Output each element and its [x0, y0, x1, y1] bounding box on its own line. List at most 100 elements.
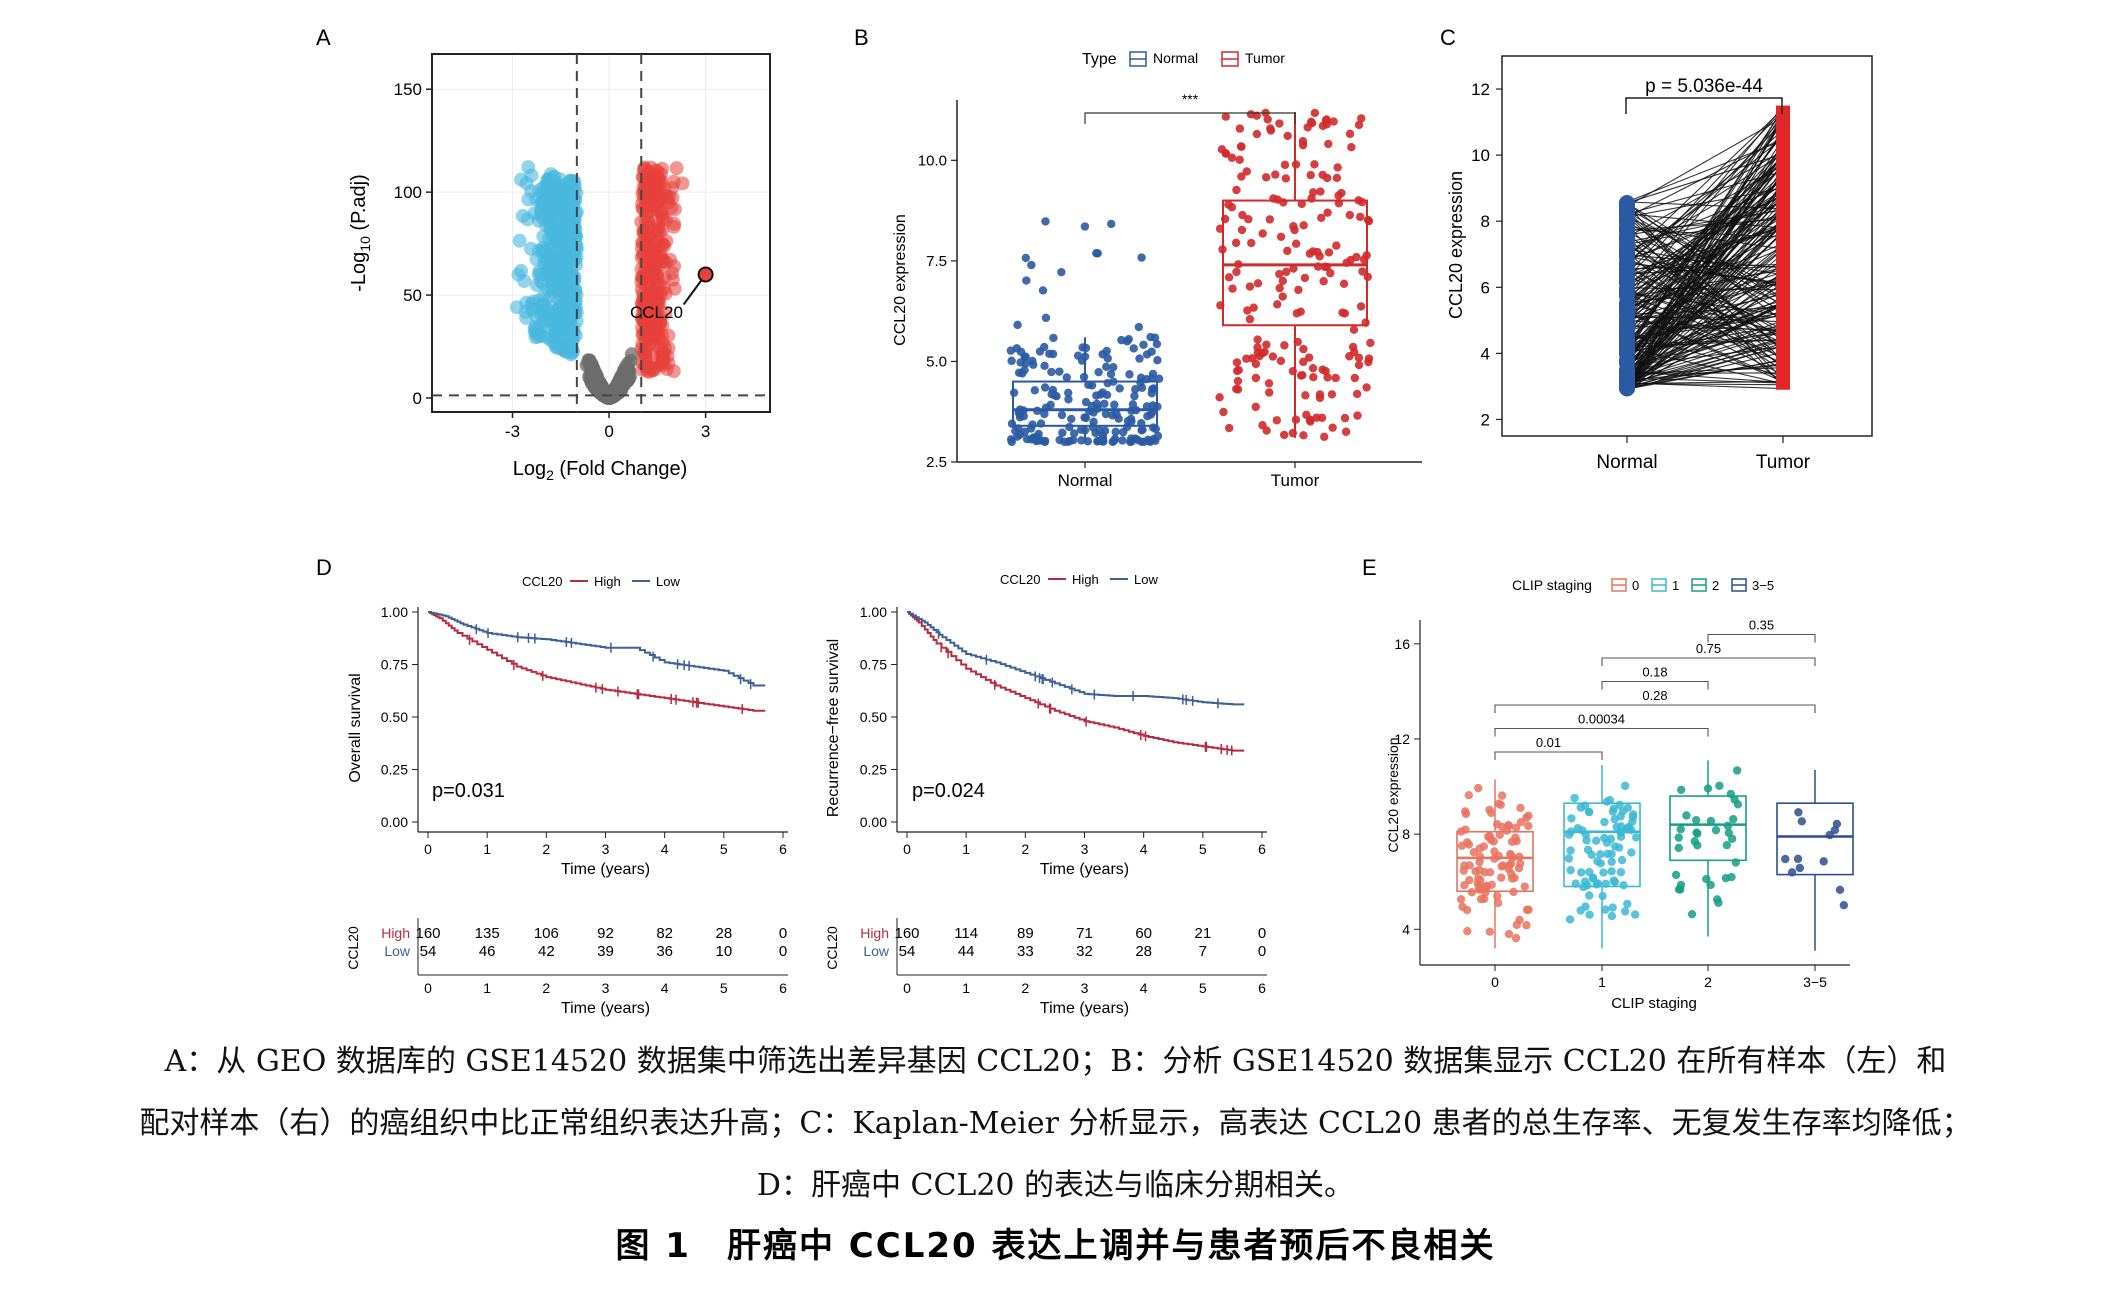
boxplot-point [1275, 269, 1284, 279]
clip-point [1797, 817, 1807, 826]
clip-point [1511, 933, 1521, 943]
boxplot-point [1354, 353, 1364, 362]
volcano-point-down [519, 176, 534, 191]
paired-point-normal [1619, 206, 1635, 223]
volcano-xtick-label: -3 [505, 422, 520, 441]
boxplot-point [1247, 238, 1256, 248]
boxplot-point [1238, 210, 1247, 220]
boxplot-point [1129, 344, 1138, 353]
boxplot-point [1319, 277, 1328, 286]
paired-line [1626, 142, 1784, 390]
figure-title: 图 1 肝癌中 CCL20 表达上调并与患者预后不良相关 [615, 1226, 1496, 1266]
clip-point [1674, 843, 1683, 853]
boxplot-point [1237, 172, 1246, 181]
paired-line [1626, 290, 1784, 365]
boxplot-point [1125, 370, 1134, 379]
paired-line [1626, 108, 1784, 259]
boxplot-ytick-label: 7.5 [926, 253, 947, 270]
clip-point [1596, 859, 1605, 868]
legend-type: Type Normal Tumor [1082, 50, 1285, 68]
km-ytick-label: 0.00 [860, 814, 887, 830]
volcano-point-down [564, 262, 579, 277]
boxplot-point [1232, 267, 1241, 277]
boxplot-point [1098, 437, 1107, 446]
clip-point [1576, 803, 1586, 812]
boxplot-point [1067, 414, 1076, 424]
clip-point [1615, 800, 1624, 809]
risk-count-low: 54 [420, 943, 437, 960]
clip-point [1510, 873, 1519, 883]
paired-line [1626, 156, 1784, 300]
boxplot-point [1091, 428, 1100, 438]
risk-xtick-label: 5 [1199, 980, 1207, 996]
clip-point [1493, 891, 1502, 901]
boxplot-point [1246, 110, 1256, 119]
volcano-point-down [534, 329, 549, 344]
paired-point-normal [1619, 370, 1635, 387]
clip-comparison-pvalue: 0.01 [1536, 735, 1561, 750]
boxplot-point [1092, 399, 1102, 409]
volcano-point-up [652, 177, 667, 192]
clip-point [1627, 848, 1636, 857]
boxplot-point [1103, 378, 1112, 388]
paired-line [1626, 269, 1784, 298]
boxplot-point [1296, 371, 1306, 380]
clip-box [1669, 795, 1747, 862]
boxplot-point [1306, 417, 1315, 426]
clip-comparison-bracket [1601, 680, 1709, 690]
boxplot-point [1244, 215, 1253, 224]
clip-legend-label: 2 [1712, 578, 1719, 593]
clip-point [1564, 830, 1574, 839]
volcano-point-down [543, 183, 558, 198]
boxplot-point [1251, 373, 1261, 383]
caption-line-1: A：从 GEO 数据库的 GSE14520 数据集中筛选出差异基因 CCL20；… [164, 1044, 1947, 1079]
risk-count-high: 106 [534, 925, 559, 942]
clip-point [1687, 909, 1697, 919]
volcano-gene-label: CCL20 [630, 303, 683, 322]
volcano-point-up [635, 355, 650, 370]
paired-xtick-label: Tumor [1756, 452, 1811, 473]
clip-point [1730, 795, 1739, 804]
boxplot-point [1324, 139, 1333, 149]
clip-point [1676, 785, 1686, 795]
boxplot-point [1022, 434, 1032, 444]
clip-point [1623, 899, 1632, 909]
clip-point [1511, 823, 1521, 832]
clip-point [1462, 905, 1472, 915]
risk-xtick-label: 1 [483, 980, 491, 996]
paired-point-normal [1619, 345, 1635, 362]
volcano-point-up [665, 272, 680, 287]
boxplot-point [1048, 385, 1058, 395]
volcano-point-down [558, 278, 573, 293]
boxplot-point [1039, 342, 1049, 352]
boxplot-point [1118, 436, 1127, 445]
clip-point [1522, 813, 1531, 822]
boxplot-point [1030, 433, 1039, 442]
km-curve [907, 611, 1245, 706]
boxplot-point [1224, 273, 1234, 282]
clip-point [1480, 888, 1490, 897]
clip-point [1497, 791, 1507, 800]
boxplot-point [1298, 140, 1308, 150]
boxplot-point [1111, 427, 1120, 436]
risk-xtick-label: 1 [962, 980, 970, 996]
boxplot-point [1317, 413, 1327, 423]
risk-row-label-low: Low [384, 943, 411, 959]
clip-point [1591, 836, 1601, 845]
boxplot-point [1221, 149, 1231, 158]
boxplot-point [1304, 353, 1314, 362]
boxplot-point [1318, 121, 1328, 131]
panel-a-label: A [316, 25, 331, 50]
boxplot-point [1268, 352, 1278, 361]
risk-count-low: 33 [1017, 943, 1034, 960]
boxplot-point [1109, 436, 1119, 445]
boxplot-point [1249, 303, 1258, 312]
clip-point [1570, 793, 1579, 803]
boxplot-point [1123, 416, 1133, 426]
km-right-ylabel: Recurrence−free survival [825, 639, 842, 817]
boxplot-point [1040, 361, 1049, 371]
km-xlabel: Time (years) [561, 861, 650, 878]
boxplot-point [1354, 360, 1364, 370]
clip-point [1620, 781, 1630, 791]
risk-count-low: 39 [597, 943, 614, 960]
